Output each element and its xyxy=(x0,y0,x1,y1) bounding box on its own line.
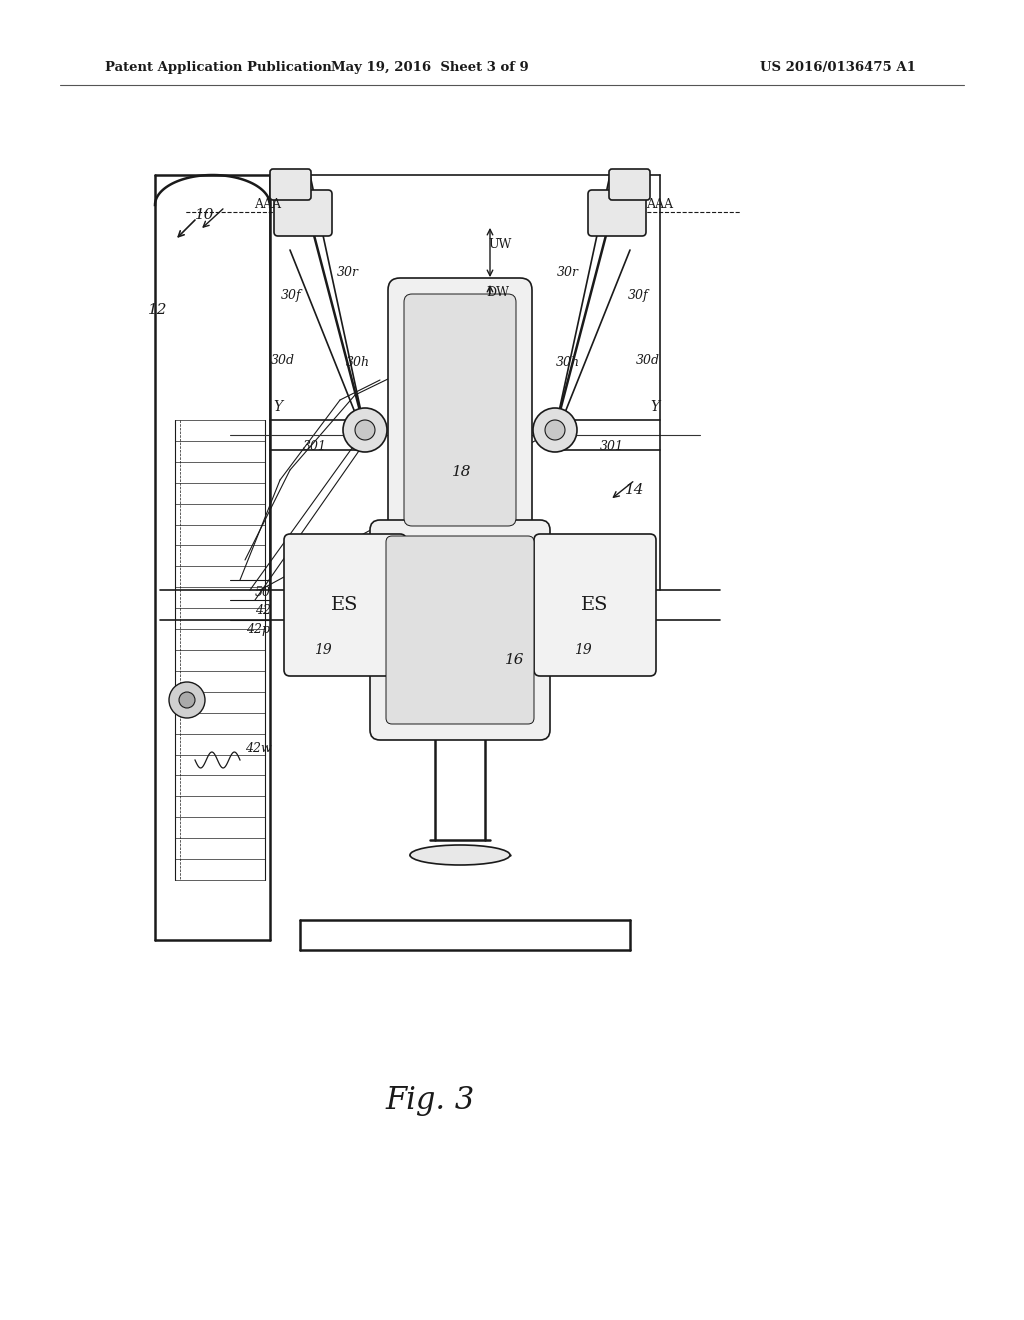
Circle shape xyxy=(534,408,577,451)
FancyBboxPatch shape xyxy=(588,190,646,236)
Text: AAA: AAA xyxy=(255,198,282,211)
Text: 19: 19 xyxy=(314,643,332,657)
Text: 42: 42 xyxy=(255,603,271,616)
Text: 42p: 42p xyxy=(246,623,270,636)
Text: DW: DW xyxy=(486,285,510,298)
Text: Fig. 3: Fig. 3 xyxy=(385,1085,475,1115)
Text: UW: UW xyxy=(488,238,512,251)
Text: ES: ES xyxy=(332,597,358,614)
Text: 30r: 30r xyxy=(337,265,359,279)
FancyBboxPatch shape xyxy=(609,169,650,201)
Text: 30d: 30d xyxy=(636,354,660,367)
FancyBboxPatch shape xyxy=(284,535,406,676)
Text: 30d: 30d xyxy=(271,354,295,367)
FancyBboxPatch shape xyxy=(388,279,532,543)
Text: 18: 18 xyxy=(453,465,472,479)
Text: 42w: 42w xyxy=(245,742,271,755)
Text: US 2016/0136475 A1: US 2016/0136475 A1 xyxy=(760,62,915,74)
Text: 30f: 30f xyxy=(281,289,301,301)
Text: Patent Application Publication: Patent Application Publication xyxy=(105,62,332,74)
Text: Y: Y xyxy=(273,400,283,414)
FancyBboxPatch shape xyxy=(534,535,656,676)
Text: 301: 301 xyxy=(600,441,624,454)
Ellipse shape xyxy=(410,845,510,865)
Text: 50: 50 xyxy=(255,586,271,598)
Circle shape xyxy=(545,420,565,440)
Text: 30r: 30r xyxy=(557,265,579,279)
Text: 30h: 30h xyxy=(346,356,370,370)
FancyBboxPatch shape xyxy=(386,536,534,723)
Circle shape xyxy=(169,682,205,718)
Text: 30f: 30f xyxy=(628,289,648,301)
Text: May 19, 2016  Sheet 3 of 9: May 19, 2016 Sheet 3 of 9 xyxy=(331,62,528,74)
Text: 12: 12 xyxy=(148,304,168,317)
Text: 16: 16 xyxy=(505,653,524,667)
Circle shape xyxy=(343,408,387,451)
FancyBboxPatch shape xyxy=(270,169,311,201)
Circle shape xyxy=(179,692,195,708)
FancyBboxPatch shape xyxy=(404,294,516,525)
Text: 10: 10 xyxy=(196,209,215,222)
Text: 301: 301 xyxy=(303,441,327,454)
Text: ES: ES xyxy=(582,597,608,614)
Text: Y: Y xyxy=(650,400,659,414)
Circle shape xyxy=(355,420,375,440)
Text: 30h: 30h xyxy=(556,356,580,370)
Text: AAA: AAA xyxy=(646,198,674,211)
FancyBboxPatch shape xyxy=(274,190,332,236)
Text: 14: 14 xyxy=(626,483,645,498)
FancyBboxPatch shape xyxy=(370,520,550,741)
Text: 19: 19 xyxy=(574,643,592,657)
